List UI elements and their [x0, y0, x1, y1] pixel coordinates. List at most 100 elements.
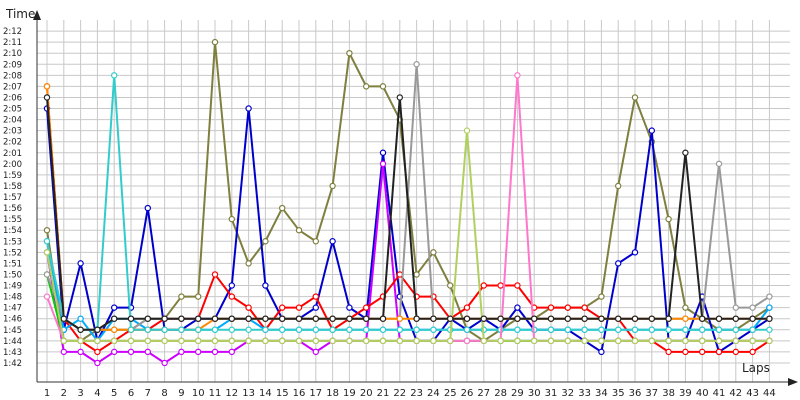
data-point [312, 238, 319, 245]
data-point [346, 337, 353, 345]
x-tick-label: 42 [729, 388, 742, 399]
data-point [194, 337, 202, 345]
data-point [161, 359, 168, 367]
data-point [631, 326, 639, 333]
data-point [43, 271, 51, 278]
x-tick-label: 38 [662, 388, 675, 399]
data-point [766, 337, 773, 345]
data-point [228, 326, 235, 333]
data-point [564, 315, 572, 322]
y-tick-label: 1:56 [3, 204, 22, 214]
data-point [110, 348, 118, 356]
data-point [60, 337, 68, 345]
data-point [396, 94, 403, 101]
x-tick-label: 30 [528, 388, 541, 399]
data-point [178, 315, 185, 322]
x-tick-label: 22 [393, 388, 406, 399]
data-point [194, 293, 202, 300]
data-point [43, 83, 51, 90]
data-point [766, 315, 773, 322]
data-point [430, 326, 437, 333]
data-point [396, 315, 403, 322]
data-point [564, 304, 572, 311]
data-point [110, 72, 118, 79]
data-point [480, 315, 487, 322]
x-tick-label: 16 [293, 388, 306, 399]
y-tick-label: 1:54 [3, 226, 22, 236]
y-tick-label: 2:12 [3, 27, 22, 37]
y-tick-label: 1:49 [3, 282, 22, 292]
data-point [211, 38, 219, 46]
data-point [615, 326, 622, 333]
x-tick-label: 3 [77, 388, 83, 399]
data-point [682, 326, 689, 333]
data-point [94, 337, 101, 345]
x-tick-label: 19 [343, 388, 356, 399]
data-point [581, 304, 588, 311]
data-point [631, 337, 639, 345]
data-point [682, 337, 689, 345]
data-point [598, 337, 605, 345]
x-axis-arrow-icon [788, 378, 798, 386]
data-point [279, 304, 286, 311]
x-tick-label: 40 [696, 388, 709, 399]
data-point [279, 337, 286, 345]
data-point [228, 282, 235, 289]
data-point [312, 304, 319, 311]
x-tick-label: 7 [145, 388, 151, 399]
data-point [497, 337, 504, 345]
data-point [598, 293, 605, 300]
data-point [682, 315, 689, 322]
x-tick-label: 37 [645, 388, 658, 399]
data-point [363, 83, 370, 90]
data-point [262, 238, 269, 245]
data-point [43, 94, 51, 101]
data-point [228, 337, 235, 345]
y-tick-label: 1:45 [3, 326, 22, 336]
y-tick-label: 1:55 [3, 215, 22, 225]
data-point [514, 326, 521, 333]
data-point [194, 326, 202, 333]
data-point [447, 315, 454, 322]
data-point [598, 326, 605, 333]
data-point [480, 282, 487, 289]
data-point [715, 326, 723, 333]
data-point [262, 282, 269, 289]
data-point [413, 271, 420, 278]
data-point [194, 348, 202, 356]
data-point [211, 271, 219, 278]
x-tick-label: 36 [629, 388, 642, 399]
data-point [245, 315, 252, 322]
y-tick-label: 1:47 [3, 304, 22, 314]
data-point [77, 348, 84, 356]
x-tick-label: 25 [444, 388, 457, 399]
data-point [447, 337, 454, 345]
x-tick-label: 9 [178, 388, 184, 399]
x-tick-label: 23 [410, 388, 423, 399]
data-point [228, 293, 235, 300]
data-point [279, 326, 286, 333]
x-tick-label: 44 [763, 388, 776, 399]
data-point [127, 337, 135, 345]
data-point [127, 348, 135, 356]
data-point [295, 315, 303, 322]
data-point [581, 337, 588, 345]
data-point [699, 315, 706, 322]
axes: Time Laps [5, 7, 798, 386]
data-point [766, 326, 773, 333]
x-tick-label: 8 [161, 388, 167, 399]
y-tick-label: 2:03 [3, 127, 22, 137]
data-point [245, 105, 252, 112]
data-point [732, 315, 740, 322]
data-point [682, 304, 689, 311]
data-point [648, 326, 656, 333]
data-point [77, 326, 84, 333]
x-tick-label: 32 [561, 388, 574, 399]
data-point [665, 348, 672, 356]
x-tick-label: 12 [225, 388, 238, 399]
series-line [46, 96, 770, 331]
data-point [430, 249, 437, 256]
data-point [480, 337, 487, 345]
data-point [531, 337, 538, 345]
data-point [547, 304, 555, 311]
